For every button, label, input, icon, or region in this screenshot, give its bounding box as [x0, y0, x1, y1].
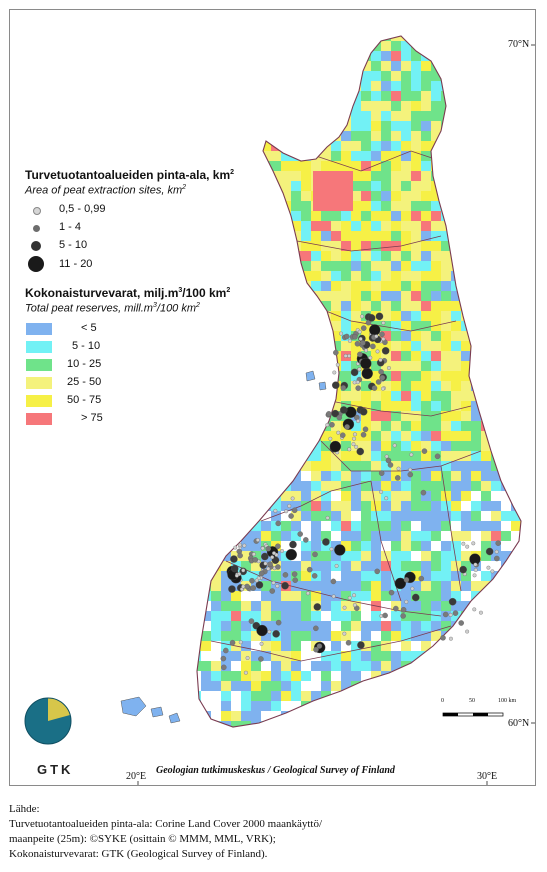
map-frame: Turvetuotantoalueiden pinta-ala, km2 Are… — [9, 9, 536, 786]
legend-reserves-swatch-2 — [26, 341, 52, 353]
legend-reserves-class-6: > 75 — [81, 412, 103, 424]
legend-reserves-swatch-4 — [26, 377, 52, 389]
legend-reserves-class-1: < 5 — [81, 322, 97, 334]
legend-reserves-swatch-6 — [26, 413, 52, 425]
legend-dot-small — [33, 225, 40, 232]
source-line-3: Kokonaisturvevarat: GTK (Geological Surv… — [9, 848, 268, 860]
legend-area-class-3: 5 - 10 — [59, 239, 88, 251]
legend-reserves-subtitle: Total peat reserves, mill.m3/100 km2 — [25, 302, 200, 315]
logo-text: GTK — [37, 762, 74, 777]
legend-area-title: Turvetuotantoalueiden pinta-ala, km2 — [25, 168, 235, 182]
scale-label-0: 0 — [441, 698, 444, 704]
legend-reserves-class-3: 10 - 25 — [67, 358, 102, 370]
legend-dot-medium — [31, 241, 41, 251]
lon-label-left: 20°E — [126, 771, 147, 782]
legend-area-class-1: 0,5 - 0,99 — [59, 203, 106, 215]
source-notes: Lähde: Turvetuotantoalueiden pinta-ala: … — [9, 802, 322, 862]
legend-dot-smallest — [33, 207, 41, 215]
scale-label-100: 100 km — [498, 698, 517, 704]
lat-label-bottom: 60°N — [508, 718, 530, 729]
legend-dot-large — [28, 256, 44, 272]
legend-reserves-class-4: 25 - 50 — [67, 376, 102, 388]
legend-reserves-class-5: 50 - 75 — [67, 394, 102, 406]
gtk-logo-icon — [24, 697, 72, 745]
legend-reserves-swatch-3 — [26, 359, 52, 371]
legend-area-class-2: 1 - 4 — [59, 221, 82, 233]
source-line-1: Turvetuotantoalueiden pinta-ala: Corine … — [9, 818, 323, 830]
map-caption: Geologian tutkimuskeskus / Geological Su… — [156, 765, 395, 776]
lon-label-right: 30°E — [477, 771, 498, 782]
legend-reserves-swatch-1 — [26, 323, 52, 335]
finland-map — [24, 35, 535, 785]
source-heading: Lähde: — [9, 803, 40, 815]
source-line-2: maanpeite (25m): ©SYKE (osittain © MMM, … — [9, 833, 276, 845]
legend-reserves-swatch-5 — [26, 395, 52, 407]
lat-label-top: 70°N — [508, 39, 530, 50]
legend-reserves-title: Kokonaisturvevarat, milj.m3/100 km2 — [25, 286, 231, 300]
legend-area-subtitle: Area of peat extraction sites, km2 — [25, 184, 187, 197]
legend-area-class-4: 11 - 20 — [59, 258, 93, 270]
scale-label-50: 50 — [469, 698, 475, 704]
legend-reserves-class-2: 5 - 10 — [72, 340, 101, 352]
scale-bar — [442, 712, 504, 717]
